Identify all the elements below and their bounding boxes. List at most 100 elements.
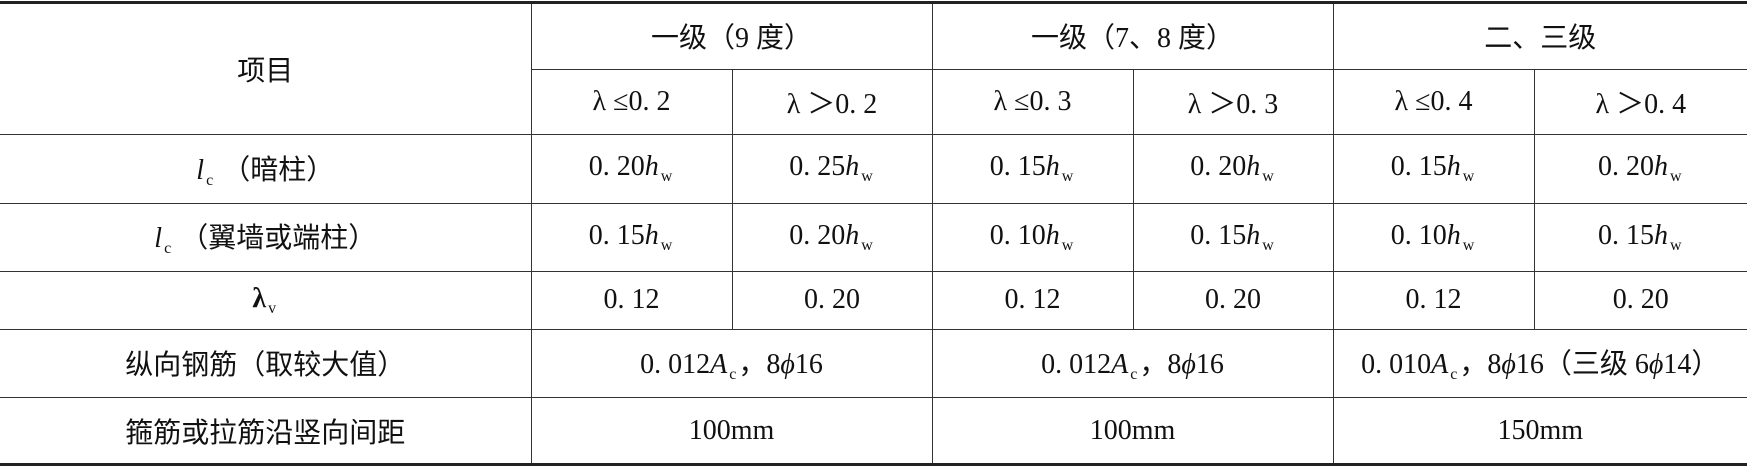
text-run: 16（三级 6 bbox=[1515, 349, 1649, 381]
text-run: c bbox=[206, 171, 214, 189]
text-run: 100mm bbox=[688, 414, 775, 446]
text-run: h bbox=[644, 219, 659, 251]
text-run: ϕ bbox=[1501, 349, 1516, 381]
text-run: h bbox=[1446, 219, 1461, 251]
text-run: w bbox=[660, 236, 673, 254]
header-cell: 项目 bbox=[0, 1, 532, 136]
table-cell: 150mm bbox=[1332, 397, 1747, 465]
text-run: ϕ bbox=[1648, 349, 1664, 381]
table-cell: 0. 15h w bbox=[530, 202, 733, 273]
text-run: 0. 20 bbox=[789, 219, 846, 251]
condition-header: λ ≤0. 4 bbox=[1332, 68, 1535, 136]
text-run: ϕ bbox=[1181, 349, 1196, 381]
table-row: 箍筋或拉筋沿竖向间距 100mm 100mm 150mm bbox=[0, 397, 1747, 465]
group-header: 一级（9 度） bbox=[530, 2, 933, 70]
text-run: w bbox=[861, 168, 873, 186]
group-header: 一级（7、8 度） bbox=[931, 2, 1334, 70]
table-cell: 0. 20 bbox=[1132, 271, 1334, 330]
text-run: l bbox=[154, 223, 163, 255]
text-run: 0. 12 bbox=[603, 284, 660, 316]
table-cell: 0. 25h w bbox=[731, 134, 933, 204]
text-run: 0. 25 bbox=[789, 151, 846, 183]
text-run: h bbox=[845, 151, 860, 183]
text-run: 纵向钢筋（取较大值） bbox=[125, 350, 406, 382]
text-run: ϕ bbox=[780, 349, 795, 381]
text-run: w bbox=[1462, 168, 1475, 186]
text-run: （翼墙或端柱） bbox=[173, 223, 377, 255]
text-run: A bbox=[1431, 349, 1449, 381]
text-run: 14） bbox=[1663, 349, 1720, 381]
text-run: 0. 15 bbox=[1190, 219, 1247, 251]
text-run: 箍筋或拉筋沿竖向间距 bbox=[125, 417, 406, 449]
table-cell: 0. 20h w bbox=[1132, 134, 1334, 204]
text-run: l bbox=[196, 154, 205, 186]
text-run: h bbox=[1246, 151, 1261, 183]
text-run: 0. 15 bbox=[1390, 151, 1447, 183]
table-row: 纵向钢筋（取较大值） 0. 012A c，8ϕ16 0. 012A c，8ϕ16 0. 0… bbox=[0, 328, 1747, 399]
text-run: w bbox=[1262, 236, 1274, 254]
text-run: 0. 20 bbox=[1205, 284, 1262, 316]
text-run: 0. 20 bbox=[1598, 151, 1654, 183]
text-run: w bbox=[1670, 168, 1682, 186]
group-header: 二、三级 bbox=[1332, 2, 1747, 70]
text-run: h bbox=[1654, 219, 1668, 251]
text-run: w bbox=[861, 236, 873, 254]
table-cell: 0. 010A c，8ϕ16（三级 6ϕ14） bbox=[1332, 328, 1747, 399]
text-run: h bbox=[1446, 151, 1461, 183]
condition-header: λ ≤0. 3 bbox=[931, 68, 1134, 136]
text-run: h bbox=[1045, 151, 1060, 183]
text-run: v bbox=[268, 299, 277, 317]
condition-header: λ ＞0. 4 bbox=[1533, 68, 1747, 136]
text-run: h bbox=[1654, 151, 1668, 183]
text-run: 0. 15 bbox=[989, 151, 1046, 183]
table-cell: 0. 20h w bbox=[731, 202, 933, 273]
text-run: 0. 12 bbox=[1405, 284, 1462, 316]
table-cell: 0. 012A c，8ϕ16 bbox=[530, 328, 933, 399]
text-run: w bbox=[1061, 168, 1074, 186]
row-label: 箍筋或拉筋沿竖向间距 bbox=[0, 397, 532, 465]
text-run: 0. 20 bbox=[1612, 284, 1669, 316]
table-cell: 0. 20h w bbox=[530, 134, 733, 204]
table-row: λ v 0. 12 0. 20 0. 12 0. 20 0. 12 0. 20 bbox=[0, 271, 1747, 330]
text-run: c bbox=[1130, 366, 1138, 384]
table-cell: 0. 10h w bbox=[931, 202, 1134, 273]
table-cell: 0. 012A c，8ϕ16 bbox=[931, 328, 1334, 399]
text-run: w bbox=[1262, 168, 1274, 186]
text-run: w bbox=[1670, 236, 1682, 254]
text-run: 16 bbox=[794, 349, 823, 381]
table-cell: 0. 15h w bbox=[931, 134, 1134, 204]
table-cell: 0. 20 bbox=[1533, 271, 1747, 330]
text-run: h bbox=[1246, 219, 1261, 251]
text-run: 0. 15 bbox=[1598, 219, 1654, 251]
condition-header: λ ＞0. 3 bbox=[1132, 68, 1334, 136]
table-cell: 100mm bbox=[530, 397, 933, 465]
text-run: 0. 010 bbox=[1361, 349, 1432, 381]
table-cell: 0. 12 bbox=[1332, 271, 1535, 330]
text-run: 0. 20 bbox=[588, 151, 645, 183]
text-run: w bbox=[1462, 236, 1475, 254]
text-run: 0. 20 bbox=[804, 284, 860, 316]
table-cell: 0. 15h w bbox=[1332, 134, 1535, 204]
condition-header: λ ≤0. 2 bbox=[531, 68, 733, 136]
text-run: ，8 bbox=[1139, 349, 1182, 381]
text-run: 0. 20 bbox=[1190, 151, 1247, 183]
text-run: 0. 10 bbox=[1390, 219, 1447, 251]
table-cell: 0. 20h w bbox=[1533, 134, 1747, 204]
text-run: w bbox=[660, 168, 673, 186]
text-run: c bbox=[164, 240, 172, 258]
text-run: 0. 10 bbox=[989, 219, 1046, 251]
text-run: 0. 15 bbox=[588, 219, 645, 251]
text-run: h bbox=[1045, 219, 1060, 251]
text-run: 0. 012 bbox=[640, 349, 711, 381]
table-cell: 0. 12 bbox=[931, 271, 1134, 330]
text-run: ，8 bbox=[1459, 349, 1502, 381]
text-run: c bbox=[1450, 366, 1458, 384]
text-run: h bbox=[644, 151, 659, 183]
